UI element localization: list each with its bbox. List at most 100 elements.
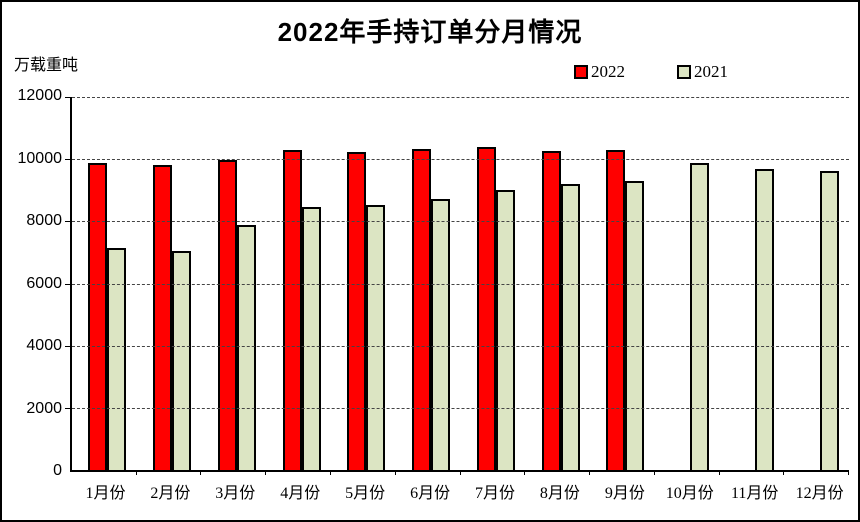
y-axis-tick-8000 xyxy=(65,221,72,223)
bar-2022-9月份 xyxy=(606,149,626,470)
bar-slot-2021 xyxy=(431,199,451,470)
bar-2021-7月份 xyxy=(495,190,515,470)
y-tick-label-6000: 6000 xyxy=(26,274,62,292)
x-axis-label-7月份: 7月份 xyxy=(474,485,515,502)
bar-group-12月份 xyxy=(787,97,852,470)
y-tick-label-10000: 10000 xyxy=(17,149,63,167)
x-axis-label-10月份: 10月份 xyxy=(665,485,714,502)
bar-slot-2021 xyxy=(690,163,710,470)
gridline-10000 xyxy=(72,159,849,161)
bars-row xyxy=(72,97,849,470)
x-axis-label-9月份: 9月份 xyxy=(604,485,645,502)
bar-slot-2022 xyxy=(217,159,237,470)
bar-2022-4月份 xyxy=(282,150,302,470)
gridline-6000 xyxy=(72,283,849,285)
bar-slot-2022 xyxy=(606,149,626,470)
x-axis-tick-12 xyxy=(848,470,849,475)
bar-2021-8月份 xyxy=(560,184,580,470)
y-tick-label-8000: 8000 xyxy=(26,212,62,229)
bar-2022-8月份 xyxy=(541,150,561,470)
x-axis-tick-9 xyxy=(653,470,655,475)
bar-slot-2021 xyxy=(754,169,774,470)
x-axis-label-1月份: 1月份 xyxy=(85,485,126,502)
bar-2021-5月份 xyxy=(366,205,386,470)
y-axis-tick-10000 xyxy=(65,159,72,161)
x-axis-label-3月份: 3月份 xyxy=(215,485,256,502)
bar-slot-2021 xyxy=(495,190,515,470)
bar-2022-6月份 xyxy=(412,148,432,470)
bar-slot-2021 xyxy=(819,170,839,470)
x-axis-label-8月份: 8月份 xyxy=(539,485,580,502)
legend-swatch-2022 xyxy=(574,65,588,79)
y-tick-label-4000: 4000 xyxy=(26,337,62,354)
bar-2022-7月份 xyxy=(476,146,496,470)
legend-item-2021: 2021 xyxy=(677,62,728,82)
gridline-2000 xyxy=(72,407,849,409)
x-axis-tick-7 xyxy=(524,470,526,475)
x-axis-tick-8 xyxy=(588,470,590,475)
x-axis-label-12月份: 12月份 xyxy=(795,485,844,502)
bar-slot-2022 xyxy=(476,146,496,470)
bar-2021-3月份 xyxy=(236,225,256,470)
bar-slot-2021 xyxy=(625,180,645,470)
x-axis-tick-11 xyxy=(783,470,785,475)
y-axis-tick-6000 xyxy=(65,283,72,285)
bar-slot-2022 xyxy=(541,150,561,470)
y-axis-unit-label: 万载重吨 xyxy=(14,57,79,74)
bar-2022-2月份 xyxy=(153,164,173,470)
x-axis-tick-4 xyxy=(329,470,331,475)
bar-slot-2022 xyxy=(88,163,108,470)
bar-group-5月份 xyxy=(334,97,399,470)
x-axis-tick-1 xyxy=(135,470,137,475)
x-axis-label-2月份: 2月份 xyxy=(150,485,191,502)
y-tick-label-12000: 12000 xyxy=(17,87,63,104)
bar-slot-2022 xyxy=(153,164,173,470)
bar-slot-2021 xyxy=(107,248,127,470)
x-axis-label-6月份: 6月份 xyxy=(410,485,451,502)
bar-group-2月份 xyxy=(140,97,205,470)
gridline-12000 xyxy=(72,97,849,98)
bar-2021-10月份 xyxy=(690,163,710,470)
bar-slot-2021 xyxy=(172,250,192,470)
x-axis-labels: 1月份 2月份 3月份 4月份 5月份 6月份 7月份 8月份 9月份 10月份 11月份 12月份 xyxy=(70,479,849,503)
x-axis-tick-5 xyxy=(394,470,396,475)
bar-2021-12月份 xyxy=(819,170,839,470)
legend-swatch-2021 xyxy=(677,65,691,79)
bar-2021-9月份 xyxy=(625,180,645,470)
legend-label-2022: 2022 xyxy=(591,62,625,81)
gridline-8000 xyxy=(72,221,849,223)
bar-2021-2月份 xyxy=(172,250,192,470)
bar-2022-5月份 xyxy=(347,151,367,470)
bar-slot-2022 xyxy=(282,150,302,470)
bar-slot-2022 xyxy=(412,148,432,470)
bar-slot-2021 xyxy=(236,225,256,470)
y-tick-label-2000: 2000 xyxy=(26,399,62,417)
y-axis-tick-2000 xyxy=(65,407,72,409)
x-axis-tick-10 xyxy=(718,470,720,475)
bar-2021-6月份 xyxy=(431,199,451,470)
gridline-4000 xyxy=(72,345,849,347)
bar-2022-1月份 xyxy=(88,163,108,470)
bar-group-9月份 xyxy=(593,97,658,470)
chart-title: 2022年手持订单分月情况 xyxy=(277,17,583,47)
plot-area xyxy=(65,97,849,475)
bar-group-8月份 xyxy=(528,97,593,470)
bar-group-4月份 xyxy=(269,97,334,470)
bar-group-1月份 xyxy=(75,97,140,470)
legend: 2022 2021 xyxy=(574,62,728,82)
legend-label-2021: 2021 xyxy=(694,62,728,81)
bar-slot-2021 xyxy=(560,184,580,470)
legend-item-2022: 2022 xyxy=(574,62,625,82)
bar-slot-2021 xyxy=(366,205,386,470)
bar-group-11月份 xyxy=(723,97,788,470)
bar-group-7月份 xyxy=(464,97,529,470)
bar-2021-4月份 xyxy=(301,206,321,470)
bar-slot-2022 xyxy=(347,151,367,470)
x-axis-tick-6 xyxy=(459,470,461,475)
bar-group-10月份 xyxy=(658,97,723,470)
x-axis-tick-3 xyxy=(265,470,267,475)
bar-slot-2021 xyxy=(301,206,321,470)
y-axis-tick-12000 xyxy=(65,97,72,98)
bar-2022-3月份 xyxy=(217,159,237,470)
